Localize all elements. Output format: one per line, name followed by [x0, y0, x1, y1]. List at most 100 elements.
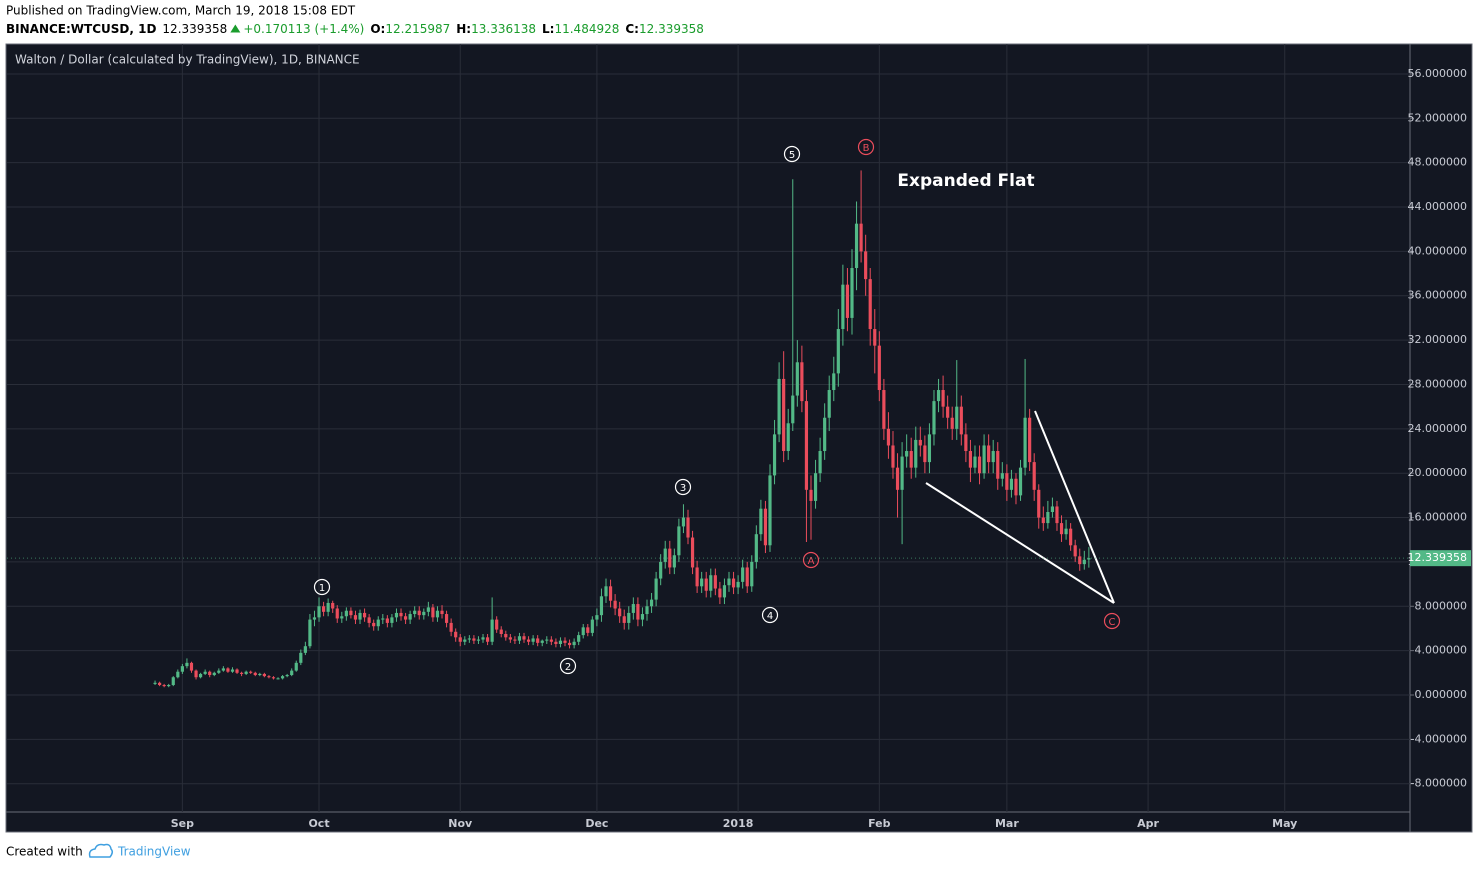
candle-body	[909, 451, 913, 468]
candle-body	[162, 685, 166, 687]
candle-body	[344, 610, 348, 617]
candle-body	[941, 390, 945, 407]
grid: -8.000000 -4.000000 0.000000 4.000000 8.0000…	[7, 44, 1467, 830]
candle-body	[545, 639, 549, 641]
candle-body	[895, 467, 900, 490]
candle-body	[422, 611, 426, 616]
x-tick-label: Feb	[868, 817, 891, 830]
candle-body	[540, 640, 544, 643]
trendline	[1034, 410, 1115, 604]
candle-body	[973, 456, 977, 468]
candle-body	[431, 607, 435, 618]
wave-circle	[313, 578, 331, 596]
candle-body	[722, 585, 727, 598]
y-tick-label: 8.000000	[1415, 599, 1468, 612]
candle-body	[485, 637, 490, 642]
wave-circle	[1103, 612, 1121, 630]
candle-body	[158, 682, 162, 686]
candle-body	[654, 578, 658, 600]
candle-body	[1032, 462, 1036, 490]
candle-body	[672, 555, 676, 568]
candle-body	[276, 678, 280, 680]
candle-body	[403, 616, 408, 620]
candle-body	[463, 639, 467, 642]
candle-body	[927, 434, 932, 463]
candle-body	[709, 575, 713, 591]
candle-body	[1018, 467, 1023, 496]
candle-body	[167, 685, 171, 687]
candle-body	[923, 445, 927, 463]
candle-body	[891, 445, 895, 468]
candle-body	[253, 672, 257, 676]
candle-body	[1064, 528, 1068, 535]
candle-body	[221, 668, 225, 671]
close-value: 12.339358	[639, 22, 704, 36]
candle-body	[914, 439, 918, 468]
candle-body	[340, 616, 344, 619]
candle-body	[599, 596, 604, 616]
y-tick-label: -8.000000	[1411, 777, 1467, 790]
wave-label: B	[863, 143, 870, 154]
candle-body	[882, 390, 886, 429]
candle-body	[317, 606, 321, 618]
candle-body	[873, 329, 877, 346]
candle-body	[1009, 478, 1014, 490]
candle-body	[567, 642, 572, 646]
candle-body	[239, 672, 244, 674]
candle-body	[180, 666, 184, 672]
candle-body	[1050, 506, 1055, 513]
candle-body	[358, 612, 362, 620]
candle-body	[1069, 528, 1073, 546]
candle-body	[809, 489, 813, 501]
candle-body	[1041, 517, 1045, 524]
candle-body	[681, 517, 686, 527]
candle-body	[472, 638, 476, 641]
candle-body	[987, 445, 991, 463]
candle-body	[918, 439, 922, 446]
candle-body	[595, 615, 599, 620]
candle-body	[349, 610, 353, 616]
candle-body	[936, 390, 941, 402]
candle-body	[1059, 523, 1064, 535]
candle-body	[426, 607, 430, 612]
low-value: 11.484928	[554, 22, 619, 36]
candle-body	[508, 637, 512, 640]
candle-body	[586, 627, 590, 633]
y-tick-label: 4.000000	[1415, 644, 1468, 657]
footer-brand[interactable]: TradingView	[117, 845, 191, 859]
candle-body	[608, 586, 613, 601]
y-tick-label: 48.000000	[1408, 156, 1468, 169]
candle-body	[331, 602, 335, 609]
candle-body	[640, 614, 645, 620]
candle-body	[271, 677, 276, 679]
candle-body	[194, 670, 198, 678]
candle-body	[563, 640, 567, 643]
wave-circle	[559, 657, 577, 675]
y-tick-label: -4.000000	[1411, 732, 1467, 745]
candle-body	[854, 223, 859, 269]
candle-body	[362, 612, 367, 618]
candle-body	[171, 677, 175, 686]
candle-body	[613, 600, 617, 609]
candle-body	[1028, 417, 1032, 463]
x-tick-label: Apr	[1137, 817, 1159, 830]
candle-body	[800, 362, 804, 402]
wave-circle	[761, 606, 779, 624]
candle-body	[335, 608, 339, 619]
symbol: BINANCE:WTCUSD, 1D	[6, 22, 156, 36]
candle-body	[513, 639, 517, 641]
candle-body	[996, 451, 1000, 479]
candle-body	[836, 329, 840, 374]
candle-body	[258, 673, 262, 676]
candle-body	[372, 622, 376, 627]
candle-body	[754, 534, 758, 562]
x-tick-label: Mar	[995, 817, 1019, 830]
wave-circle	[783, 145, 801, 163]
candle-body	[280, 676, 285, 679]
candle-body	[868, 279, 872, 330]
candle-body	[763, 508, 768, 546]
candle-body	[1037, 489, 1041, 518]
candle-body	[394, 612, 399, 618]
candle-body	[399, 612, 403, 617]
candle-body	[645, 606, 649, 615]
